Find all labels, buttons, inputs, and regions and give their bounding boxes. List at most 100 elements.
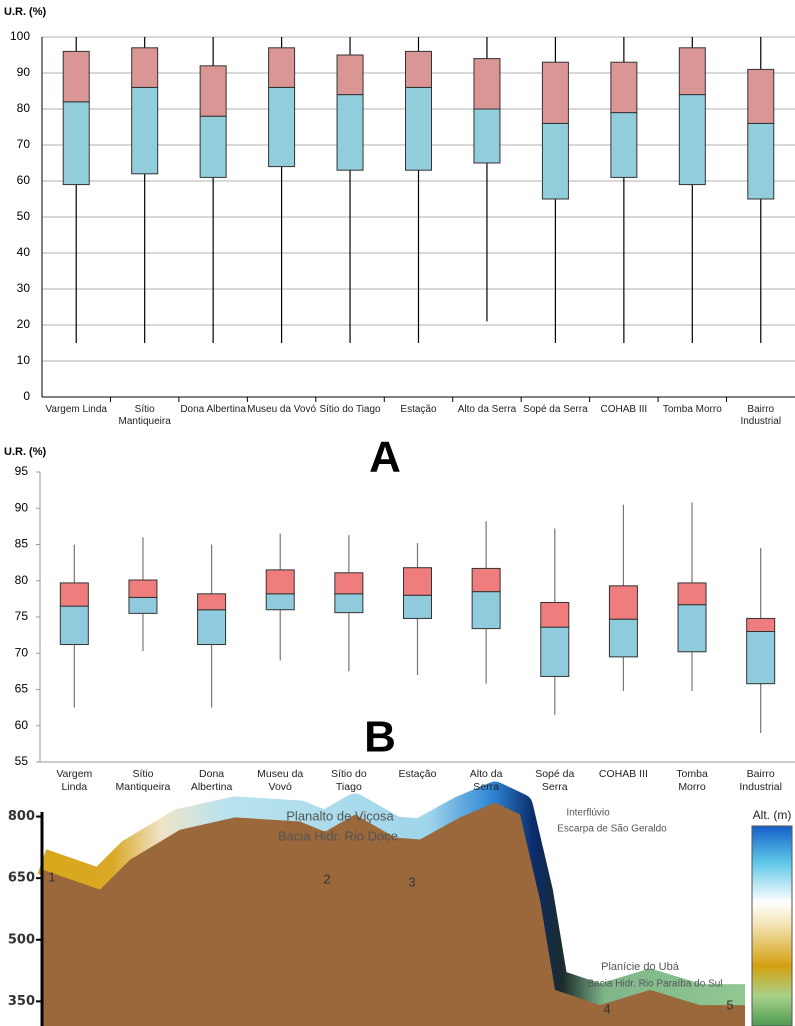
y-tick-label: 80 — [15, 573, 29, 587]
box-lower — [472, 592, 500, 629]
profile-marker: 5 — [726, 997, 733, 1012]
y-tick-label: 70 — [15, 645, 29, 659]
x-tick-label: Dona Albertina — [183, 768, 241, 793]
box-upper — [60, 583, 88, 606]
x-tick-label: Sopé da Serra — [526, 768, 584, 793]
box-lower — [679, 95, 705, 185]
y-tick-label: 70 — [17, 137, 31, 151]
y-tick-label: 800 — [8, 809, 35, 824]
box-upper — [541, 603, 569, 628]
x-tick-label: Tomba Morro — [657, 404, 727, 416]
box-lower — [404, 595, 432, 618]
box-upper — [132, 48, 158, 88]
y-tick-label: 10 — [17, 353, 31, 367]
chart: U.R. (%)A0102030405060708090100U.R. (%)B… — [0, 0, 795, 1026]
box-lower — [337, 95, 363, 171]
box-lower — [269, 87, 295, 166]
box-lower — [335, 594, 363, 613]
box-upper — [404, 568, 432, 596]
box-upper — [406, 51, 432, 87]
box-upper — [474, 59, 500, 109]
box-lower — [129, 597, 157, 613]
box-lower — [748, 123, 774, 199]
box-lower — [406, 87, 432, 170]
y-tick-label: 65 — [15, 682, 29, 696]
profile-marker: 2 — [323, 871, 330, 886]
annotation: Escarpa de São Geraldo — [557, 824, 667, 835]
y-tick-label: 80 — [17, 101, 31, 115]
colorbar-title: Alt. (m) — [753, 808, 792, 822]
y-tick-label: 350 — [8, 994, 35, 1009]
x-tick-label: Sítio do Tiago — [320, 768, 378, 793]
y-tick-label: 55 — [15, 754, 29, 768]
profile-marker: 1 — [48, 869, 55, 884]
x-tick-label: Bairro Industrial — [732, 768, 790, 793]
y-tick-label: 95 — [15, 464, 29, 478]
box-lower — [474, 109, 500, 163]
x-tick-label: Sopé da Serra — [520, 404, 590, 416]
annotation: Bacia Hidr. Rio Paraíba do Sul — [587, 979, 722, 990]
box-upper — [337, 55, 363, 95]
x-tick-label: Alto da Serra — [452, 404, 522, 416]
x-tick-label: Sítio do Tiago — [315, 404, 385, 416]
x-tick-label: Vargem Linda — [41, 404, 111, 416]
box-lower — [200, 116, 226, 177]
y-tick-label: 0 — [23, 389, 30, 403]
box-upper — [63, 51, 89, 101]
panel-label: A — [369, 433, 401, 482]
box-upper — [472, 568, 500, 591]
box-upper — [747, 618, 775, 631]
annotation: Planície do Ubá — [601, 961, 680, 973]
x-tick-label: Sítio Mantiqueira — [110, 404, 180, 428]
y-tick-label: 650 — [8, 871, 35, 886]
box-upper — [542, 62, 568, 123]
annotation: Bacia Hidr. Rio Doce — [278, 828, 398, 843]
y-tick-label: 20 — [17, 317, 31, 331]
y-tick-label: 50 — [17, 209, 31, 223]
y-tick-label: 60 — [15, 718, 29, 732]
box-lower — [678, 605, 706, 652]
y-axis-title: U.R. (%) — [4, 6, 47, 18]
y-tick-label: 30 — [17, 281, 31, 295]
box-lower — [542, 123, 568, 199]
figure: U.R. (%)A0102030405060708090100U.R. (%)B… — [0, 0, 795, 1026]
box-upper — [611, 62, 637, 112]
box-lower — [541, 627, 569, 676]
x-tick-label: Sítio Mantiqueira — [114, 768, 172, 793]
box-upper — [678, 583, 706, 605]
x-tick-label: Museu da Vovó — [251, 768, 309, 793]
x-tick-label: COHAB III — [589, 404, 659, 416]
y-tick-label: 90 — [15, 500, 29, 514]
box-lower — [132, 87, 158, 173]
box-upper — [748, 69, 774, 123]
y-axis-title: U.R. (%) — [4, 446, 47, 458]
x-tick-label: Museu da Vovó — [247, 404, 317, 416]
box-lower — [63, 102, 89, 185]
box-upper — [198, 594, 226, 610]
x-tick-label: Alto da Serra — [457, 768, 515, 793]
box-upper — [335, 573, 363, 594]
box-upper — [679, 48, 705, 95]
box-lower — [198, 610, 226, 645]
y-tick-label: 85 — [15, 537, 29, 551]
y-tick-label: 40 — [17, 245, 31, 259]
y-tick-label: 90 — [17, 65, 31, 79]
panel-label: B — [364, 713, 396, 762]
box-lower — [747, 632, 775, 684]
x-tick-label: COHAB III — [594, 768, 652, 781]
box-lower — [266, 594, 294, 610]
x-tick-label: Dona Albertina — [178, 404, 248, 416]
box-lower — [611, 113, 637, 178]
annotation: Planalto de Viçosa — [286, 808, 394, 823]
x-tick-label: Bairro Industrial — [726, 404, 795, 428]
profile-marker: 3 — [408, 874, 415, 889]
x-tick-label: Vargem Linda — [45, 768, 103, 793]
x-tick-label: Tomba Morro — [663, 768, 721, 793]
x-tick-label: Estação — [389, 768, 447, 781]
box-lower — [60, 606, 88, 644]
y-tick-label: 500 — [8, 932, 35, 947]
box-upper — [129, 580, 157, 597]
x-tick-label: Estação — [384, 404, 454, 416]
y-tick-label: 75 — [15, 609, 29, 623]
box-lower — [609, 619, 637, 657]
